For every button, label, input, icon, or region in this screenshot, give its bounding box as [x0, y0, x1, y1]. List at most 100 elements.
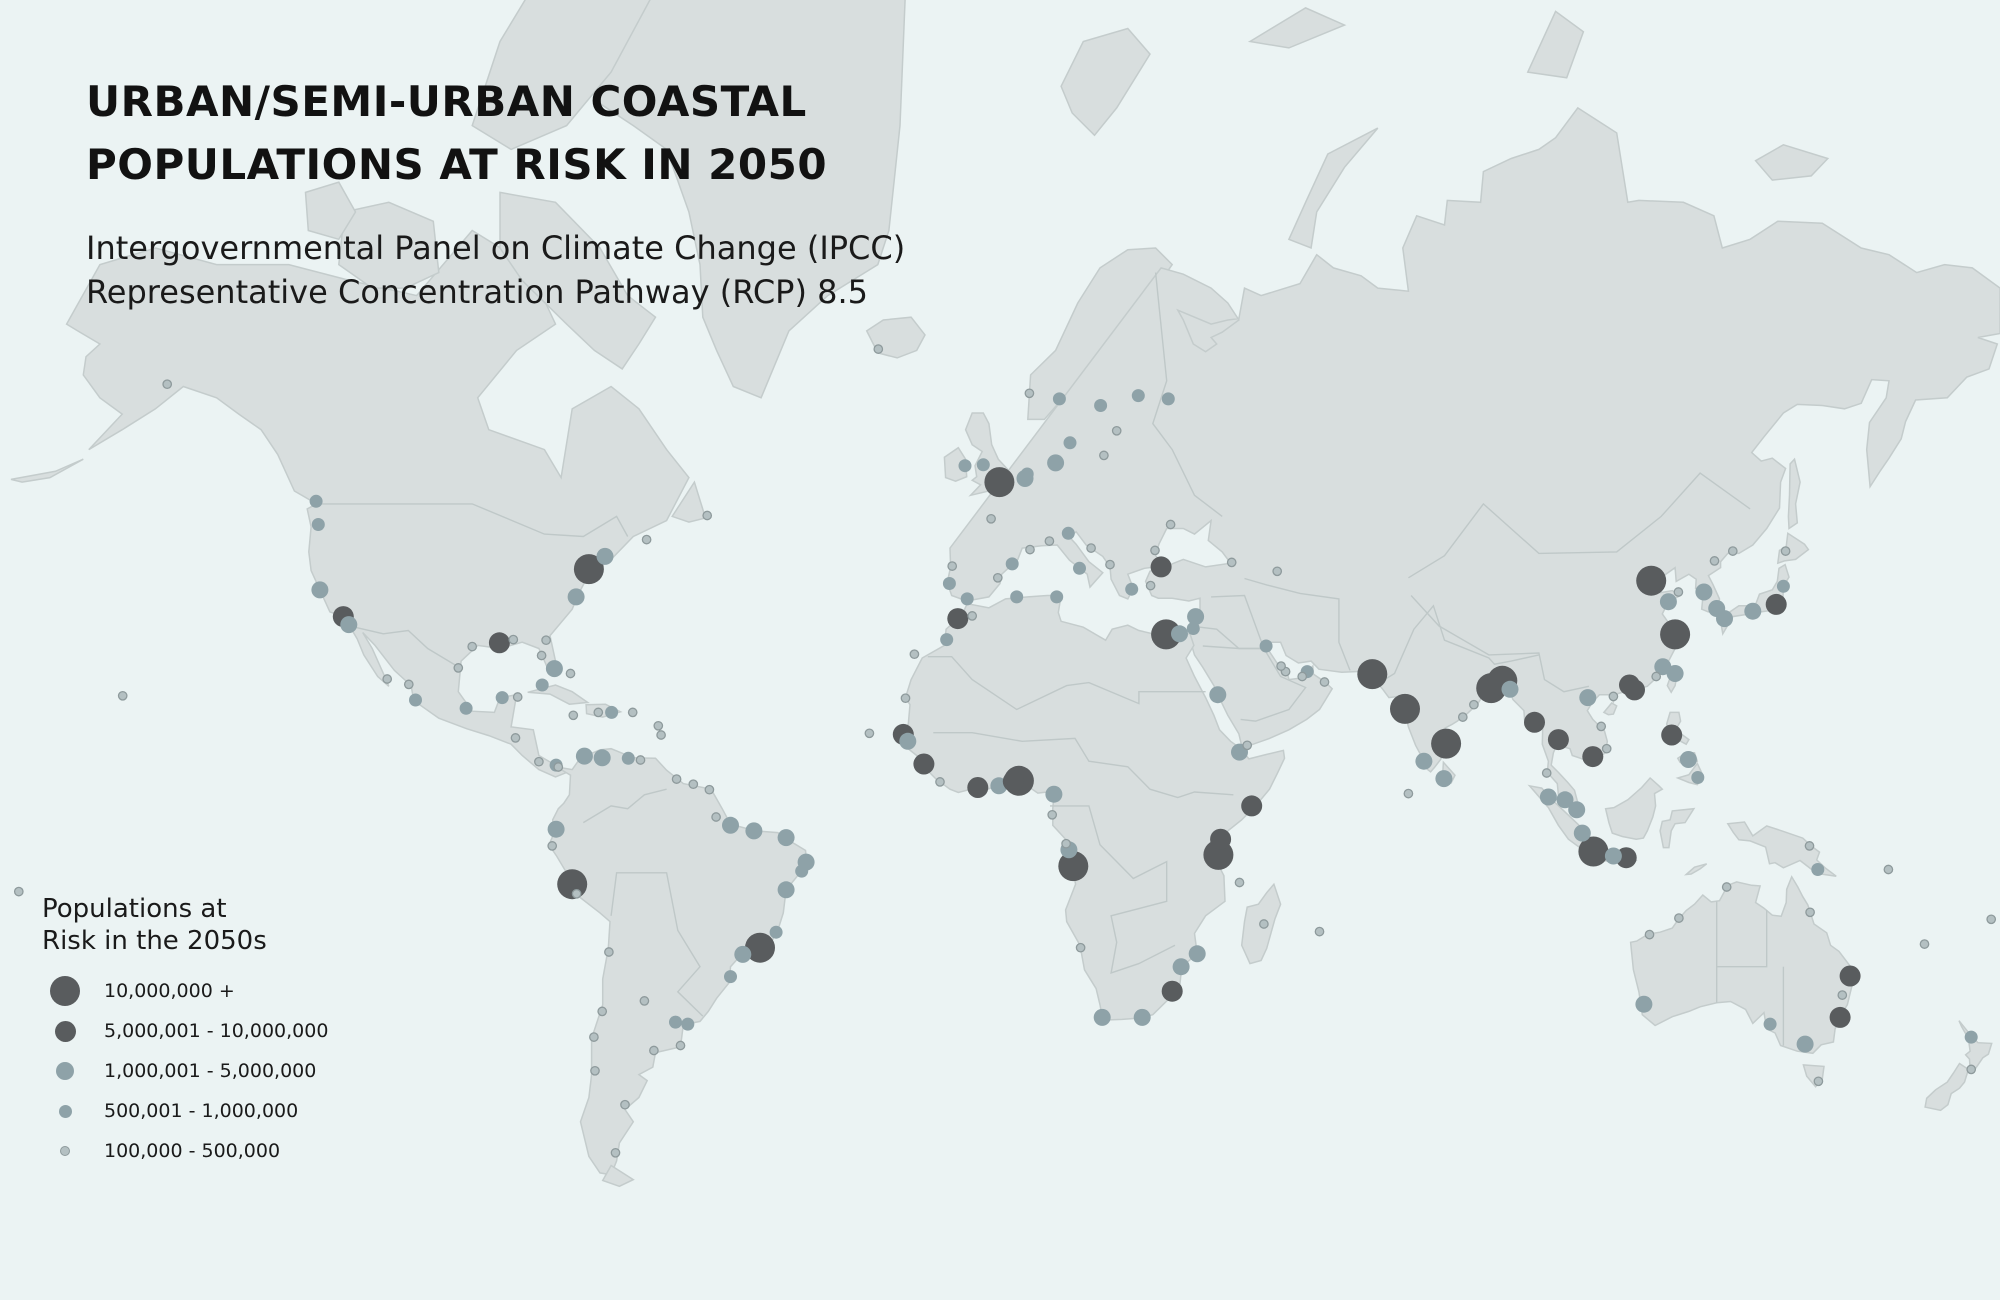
- city-marker: [913, 753, 935, 775]
- legend-symbol: [42, 1062, 88, 1080]
- city-marker: [1047, 809, 1058, 820]
- city-marker: [593, 749, 611, 767]
- city-marker: [1691, 771, 1705, 784]
- city-marker: [1763, 1017, 1777, 1031]
- city-marker: [565, 668, 576, 679]
- city-marker: [947, 608, 969, 630]
- city-marker: [1241, 795, 1263, 817]
- city-marker: [1061, 838, 1071, 849]
- city-marker: [1651, 671, 1662, 682]
- city-marker: [597, 1006, 608, 1017]
- city-marker: [1188, 945, 1206, 963]
- city-marker: [1666, 665, 1684, 682]
- legend-title: Populations at Risk in the 2050s: [42, 893, 328, 957]
- city-marker: [621, 751, 635, 765]
- city-marker: [671, 774, 682, 784]
- city-marker: [1024, 388, 1035, 399]
- city-marker: [610, 1147, 621, 1158]
- city-marker: [635, 755, 646, 765]
- legend-symbol: [42, 976, 88, 1006]
- legend-item-10m-plus: 10,000,000 +: [42, 971, 328, 1011]
- city-marker: [1964, 1030, 1978, 1044]
- city-marker: [976, 458, 990, 472]
- city-marker: [942, 577, 956, 590]
- city-marker: [1457, 712, 1468, 722]
- city-marker: [653, 720, 664, 731]
- legend-label: 500,001 - 1,000,000: [104, 1100, 299, 1122]
- city-marker: [1131, 389, 1145, 403]
- land-ireland: [943, 446, 968, 483]
- city-marker: [1839, 965, 1861, 987]
- land-timor: [1683, 863, 1708, 876]
- land-alaska-peninsula-islands: [10, 458, 84, 483]
- city-marker: [1150, 556, 1172, 578]
- border-central-africa: [1050, 805, 1176, 974]
- city-marker: [873, 344, 884, 354]
- city-marker: [649, 1045, 659, 1056]
- land-masses: [10, 0, 2000, 1188]
- city-marker: [596, 547, 614, 565]
- city-marker: [1709, 556, 1720, 566]
- land-severnaya-zemlya: [1526, 10, 1585, 79]
- city-marker: [769, 925, 783, 939]
- city-marker: [1539, 788, 1557, 806]
- land-spitsbergen-area-franz-josef: [1247, 7, 1347, 49]
- city-marker: [1259, 919, 1269, 929]
- city-marker: [1099, 450, 1109, 461]
- city-marker: [1125, 582, 1139, 596]
- city-marker: [1776, 579, 1790, 593]
- city-marker: [1045, 785, 1063, 803]
- city-marker: [1541, 768, 1552, 778]
- legend-item-500k-1m: 500,001 - 1,000,000: [42, 1091, 328, 1131]
- city-marker: [958, 459, 972, 473]
- city-marker: [984, 467, 1015, 498]
- land-australia: [1629, 875, 1854, 1055]
- city-marker: [1319, 677, 1330, 687]
- city-marker: [593, 707, 604, 718]
- city-marker: [675, 1040, 686, 1051]
- city-marker: [1716, 610, 1733, 628]
- city-marker: [1161, 980, 1183, 1002]
- city-marker: [1187, 608, 1205, 626]
- legend-label: 1,000,001 - 5,000,000: [104, 1060, 317, 1082]
- city-marker: [1058, 851, 1089, 882]
- city-marker: [777, 881, 795, 899]
- city-marker: [1805, 907, 1815, 918]
- city-marker: [510, 733, 521, 743]
- city-marker: [1837, 990, 1848, 1000]
- city-marker: [1804, 841, 1815, 851]
- city-marker: [1105, 559, 1115, 570]
- city-marker: [656, 730, 666, 740]
- city-marker: [1005, 557, 1019, 571]
- city-marker: [1986, 914, 1997, 925]
- city-marker: [1061, 526, 1075, 540]
- city-marker: [1403, 788, 1414, 799]
- city-marker: [1524, 711, 1545, 733]
- city-marker: [1172, 958, 1190, 976]
- city-marker: [589, 1032, 599, 1042]
- city-marker: [681, 1017, 695, 1031]
- city-marker: [1883, 864, 1894, 875]
- city-marker: [1660, 619, 1691, 650]
- city-marker: [641, 534, 652, 545]
- city-marker: [1145, 580, 1156, 591]
- city-marker: [1780, 546, 1791, 556]
- city-marker: [1044, 536, 1055, 546]
- legend-item-5m-10m: 5,000,001 - 10,000,000: [42, 1011, 328, 1051]
- city-marker: [1226, 557, 1237, 568]
- city-marker: [1297, 671, 1308, 682]
- map-title: URBAN/SEMI-URBAN COASTAL POPULATIONS AT …: [86, 70, 827, 196]
- city-marker: [512, 692, 523, 702]
- city-marker: [1435, 770, 1453, 788]
- city-marker: [547, 841, 558, 851]
- city-marker: [309, 494, 323, 508]
- city-marker: [1151, 619, 1182, 650]
- city-marker: [1161, 392, 1175, 406]
- city-marker: [573, 554, 604, 585]
- map-title-line-1: URBAN/SEMI-URBAN COASTAL: [86, 77, 807, 126]
- city-marker: [947, 561, 958, 571]
- border-sahara: [927, 656, 1206, 711]
- city-marker: [1813, 1076, 1824, 1087]
- city-marker: [604, 947, 614, 957]
